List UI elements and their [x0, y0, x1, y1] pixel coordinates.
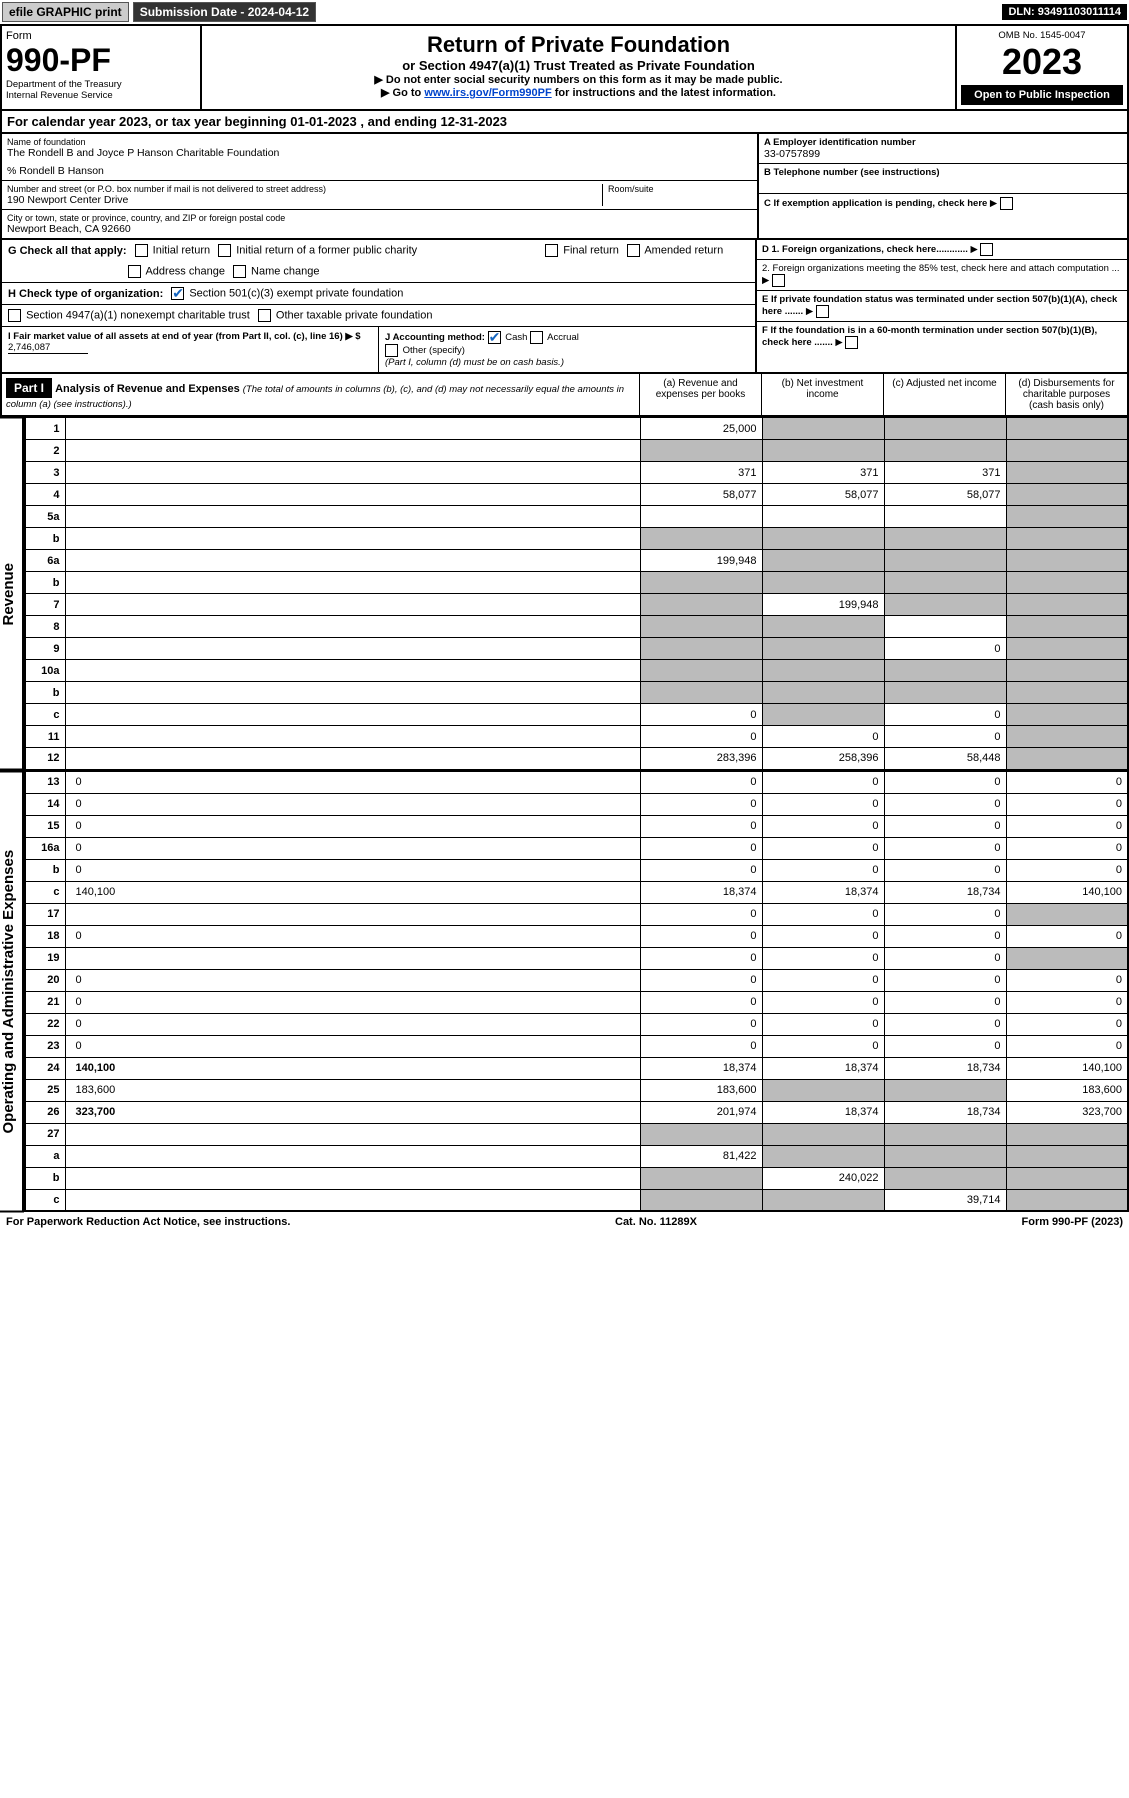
- part1-title: Analysis of Revenue and Expenses: [55, 383, 240, 395]
- table-row: b: [25, 682, 1128, 704]
- care-of: % Rondell B Hanson: [7, 165, 752, 177]
- room-label: Room/suite: [608, 184, 752, 194]
- phone-label: B Telephone number (see instructions): [764, 167, 1122, 178]
- table-row: 2100000: [25, 991, 1128, 1013]
- table-row: 458,07758,07758,077: [25, 484, 1128, 506]
- addr-label: Number and street (or P.O. box number if…: [7, 184, 602, 194]
- part1-label: Part I: [6, 378, 52, 398]
- city-state-zip: Newport Beach, CA 92660: [7, 223, 752, 235]
- table-row: 125,000: [25, 418, 1128, 440]
- form-label: Form: [6, 30, 196, 42]
- d1-label: D 1. Foreign organizations, check here..…: [762, 244, 968, 255]
- part1-header: Part I Analysis of Revenue and Expenses …: [0, 374, 1129, 417]
- table-row: 27: [25, 1123, 1128, 1145]
- footer-form: Form 990-PF (2023): [1022, 1216, 1123, 1228]
- fmv-value: 2,746,087: [8, 342, 88, 354]
- table-row: 12283,396258,39658,448: [25, 748, 1128, 770]
- table-row: 11000: [25, 726, 1128, 748]
- table-row: 3371371371: [25, 462, 1128, 484]
- table-row: 1400000: [25, 793, 1128, 815]
- revenue-label: Revenue: [0, 417, 24, 771]
- table-row: 24140,10018,37418,37418,734140,100: [25, 1057, 1128, 1079]
- form-title: Return of Private Foundation: [208, 32, 949, 58]
- table-row: 1800000: [25, 925, 1128, 947]
- ein-label: A Employer identification number: [764, 137, 1122, 148]
- name-label: Name of foundation: [7, 137, 752, 147]
- table-row: 2000000: [25, 969, 1128, 991]
- col-a: (a) Revenue and expenses per books: [639, 374, 761, 415]
- table-row: c140,10018,37418,37418,734140,100: [25, 881, 1128, 903]
- table-row: c39,714: [25, 1189, 1128, 1211]
- instructions-link[interactable]: www.irs.gov/Form990PF: [424, 87, 551, 99]
- g-label: G Check all that apply:: [8, 245, 127, 257]
- submission-date: Submission Date - 2024-04-12: [133, 2, 316, 22]
- footer: For Paperwork Reduction Act Notice, see …: [0, 1212, 1129, 1232]
- form-header: Form 990-PF Department of the Treasury I…: [0, 24, 1129, 111]
- dln: DLN: 93491103011114: [1002, 4, 1127, 20]
- col-d: (d) Disbursements for charitable purpose…: [1005, 374, 1127, 415]
- table-row: 5a: [25, 506, 1128, 528]
- city-label: City or town, state or province, country…: [7, 213, 752, 223]
- foundation-name: The Rondell B and Joyce P Hanson Charita…: [7, 147, 752, 159]
- form-number: 990-PF: [6, 42, 196, 79]
- j-label: J Accounting method:: [385, 332, 485, 343]
- col-b: (b) Net investment income: [761, 374, 883, 415]
- expenses-label: Operating and Administrative Expenses: [0, 771, 24, 1213]
- table-row: 2: [25, 440, 1128, 462]
- expenses-table: 13000001400000150000016a00000b00000c140,…: [24, 771, 1129, 1213]
- check-sections: G Check all that apply: Initial return I…: [0, 240, 1129, 374]
- omb: OMB No. 1545-0047: [961, 30, 1123, 41]
- table-row: 1300000: [25, 771, 1128, 793]
- i-label: I Fair market value of all assets at end…: [8, 331, 361, 342]
- table-row: 7199,948: [25, 594, 1128, 616]
- efile-button[interactable]: efile GRAPHIC print: [2, 2, 129, 22]
- f-label: F If the foundation is in a 60-month ter…: [762, 325, 1097, 348]
- table-row: 26323,700201,97418,37418,734323,700: [25, 1101, 1128, 1123]
- col-c: (c) Adjusted net income: [883, 374, 1005, 415]
- table-row: 1500000: [25, 815, 1128, 837]
- table-row: 90: [25, 638, 1128, 660]
- calendar-year-row: For calendar year 2023, or tax year begi…: [0, 111, 1129, 134]
- irs: Internal Revenue Service: [6, 90, 196, 101]
- topbar: efile GRAPHIC print Submission Date - 20…: [0, 0, 1129, 24]
- form-subtitle: or Section 4947(a)(1) Trust Treated as P…: [208, 58, 949, 73]
- table-row: 6a199,948: [25, 550, 1128, 572]
- revenue-section: Revenue 125,00023371371371458,07758,0775…: [0, 417, 1129, 771]
- table-row: 2300000: [25, 1035, 1128, 1057]
- table-row: c00: [25, 704, 1128, 726]
- table-row: a81,422: [25, 1145, 1128, 1167]
- table-row: 8: [25, 616, 1128, 638]
- table-row: 25183,600183,600183,600: [25, 1079, 1128, 1101]
- table-row: 16a00000: [25, 837, 1128, 859]
- d2-label: 2. Foreign organizations meeting the 85%…: [762, 263, 1120, 274]
- table-row: b: [25, 572, 1128, 594]
- ein: 33-0757899: [764, 148, 1122, 160]
- foundation-info: Name of foundation The Rondell B and Joy…: [0, 134, 1129, 240]
- note-url: ▶ Go to www.irs.gov/Form990PF for instru…: [208, 86, 949, 99]
- table-row: b240,022: [25, 1167, 1128, 1189]
- dept: Department of the Treasury: [6, 79, 196, 90]
- street-address: 190 Newport Center Drive: [7, 194, 602, 206]
- table-row: b00000: [25, 859, 1128, 881]
- c-exemption: C If exemption application is pending, c…: [759, 194, 1127, 213]
- revenue-table: 125,00023371371371458,07758,07758,0775ab…: [24, 417, 1129, 771]
- expenses-section: Operating and Administrative Expenses 13…: [0, 771, 1129, 1213]
- table-row: 2200000: [25, 1013, 1128, 1035]
- footer-left: For Paperwork Reduction Act Notice, see …: [6, 1216, 290, 1228]
- h-label: H Check type of organization:: [8, 288, 163, 300]
- note-ssn: ▶ Do not enter social security numbers o…: [208, 73, 949, 86]
- table-row: 10a: [25, 660, 1128, 682]
- open-public: Open to Public Inspection: [961, 85, 1123, 105]
- table-row: b: [25, 528, 1128, 550]
- table-row: 17000: [25, 903, 1128, 925]
- tax-year: 2023: [961, 41, 1123, 83]
- footer-catno: Cat. No. 11289X: [615, 1216, 697, 1228]
- table-row: 19000: [25, 947, 1128, 969]
